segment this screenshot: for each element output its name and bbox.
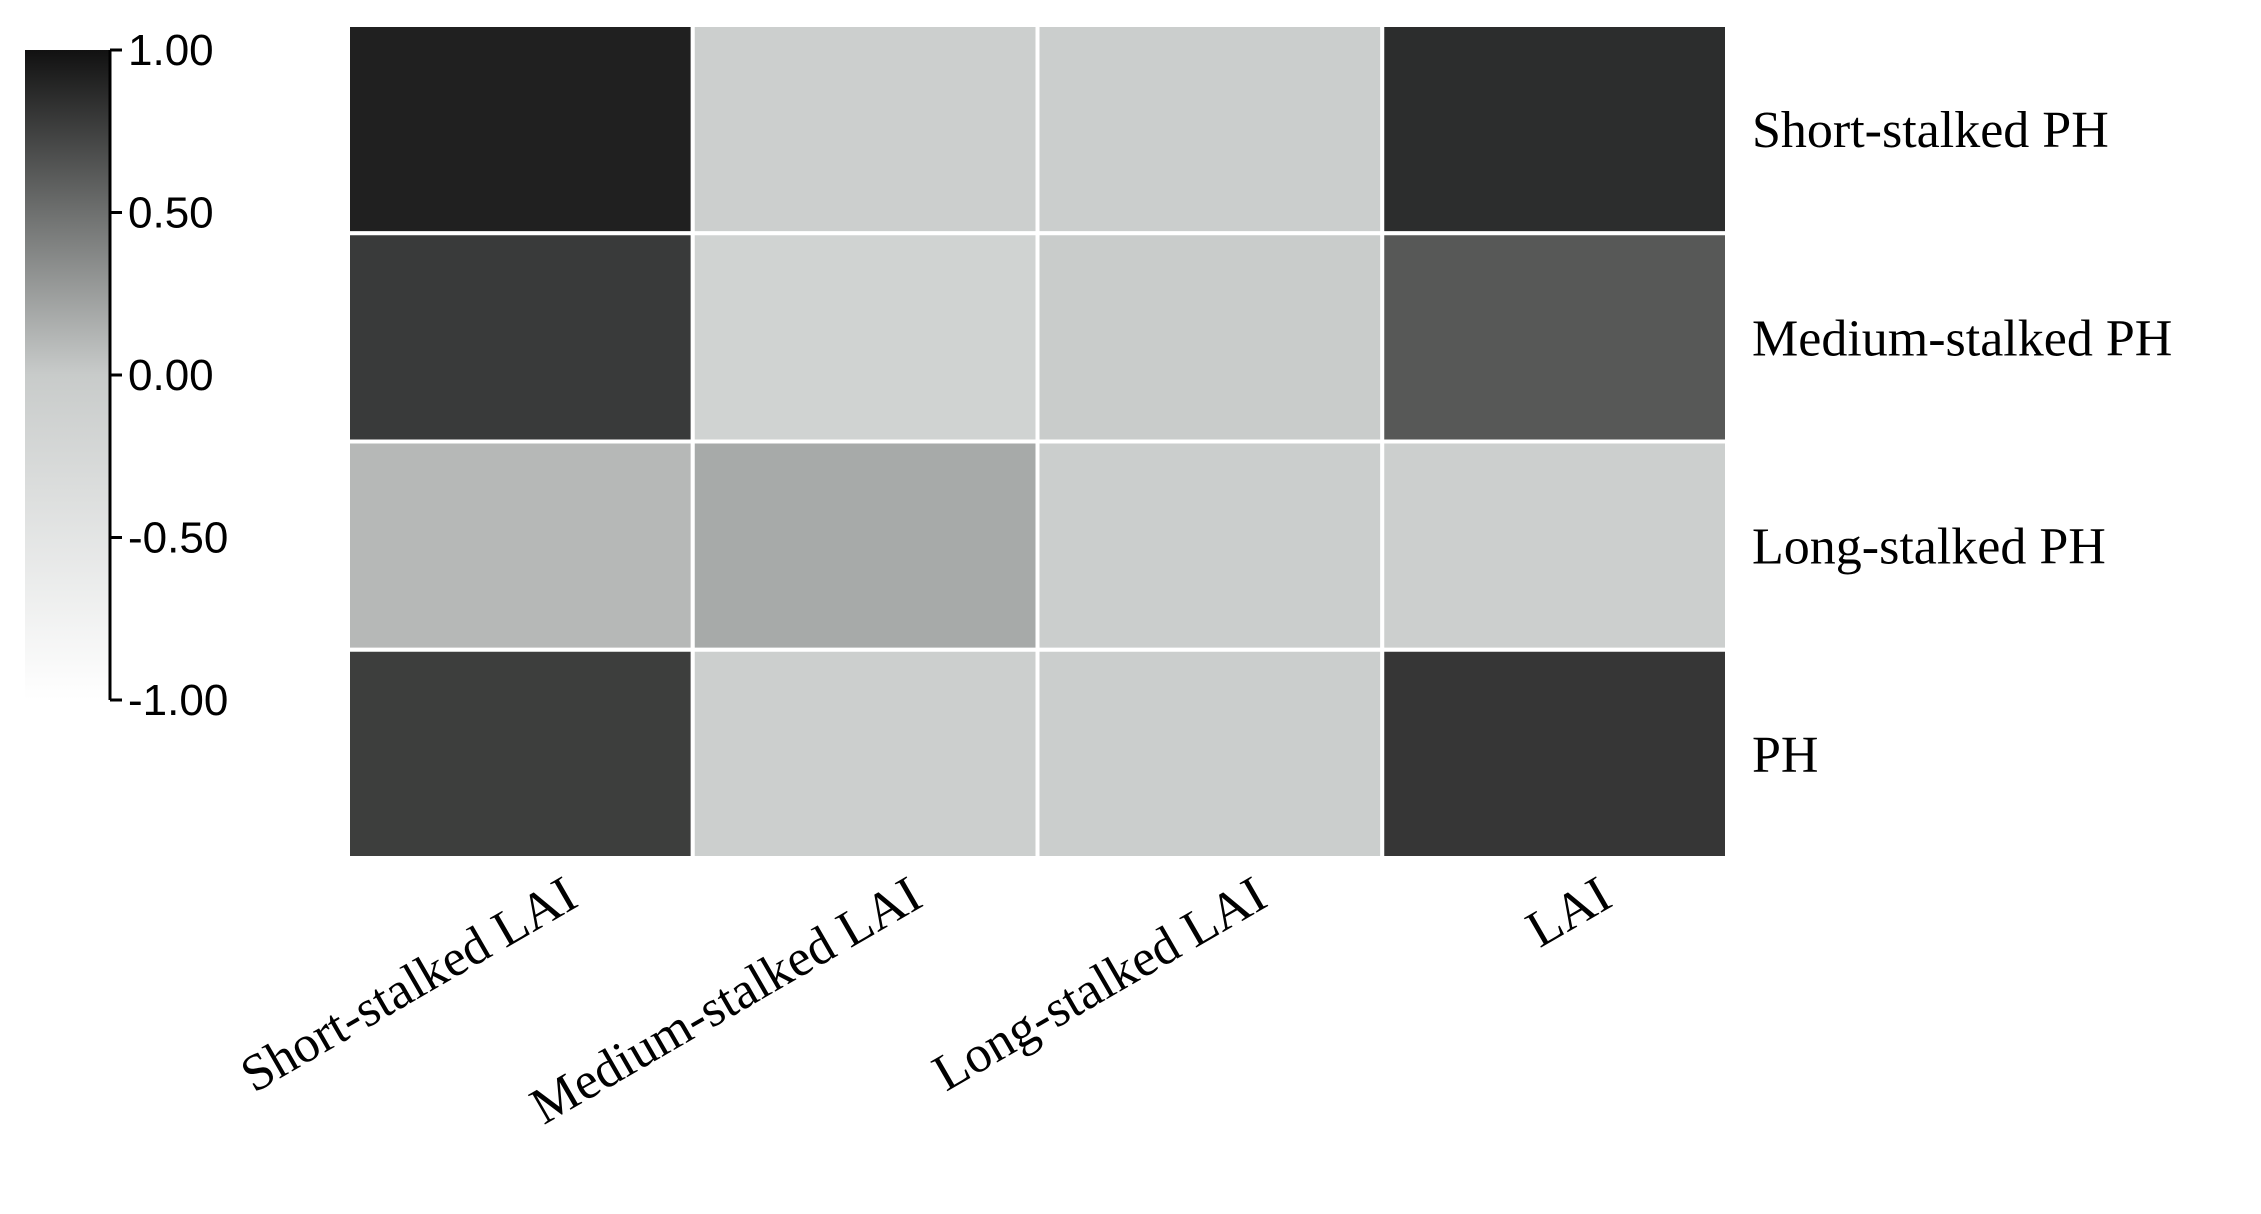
heatmap-cell-r1-c2 [1035, 231, 1385, 444]
heatmap-cell-r2-c3 [1380, 439, 1729, 652]
column-label: Long-stalked LAI [923, 866, 1275, 1102]
column-label: LAI [1517, 866, 1621, 959]
heatmap-cell-r2-c2 [1035, 439, 1385, 652]
row-labels: Short-stalked PH Medium-stalked PH Long-st… [1752, 102, 2172, 784]
heatmap-cell-r1-c1 [690, 231, 1040, 444]
row-label: Medium-stalked PH [1752, 310, 2172, 367]
heatmap-cell-r2-c1 [690, 439, 1040, 652]
heatmap-cell-r3-c2 [1035, 647, 1385, 860]
heatmap-cell-r0-c3 [1380, 23, 1729, 236]
row-label: Long-stalked PH [1752, 519, 2106, 576]
heatmap-cell-r0-c0 [346, 23, 695, 236]
colorbar-tick-label: -1.00 [128, 676, 228, 725]
colorbar: 1.00 0.50 0.00 -0.50 -1.00 [25, 26, 228, 725]
heatmap-cell-r2-c0 [346, 439, 695, 652]
colorbar-tick-label: 1.00 [128, 26, 214, 75]
colorbar-gradient [25, 50, 110, 700]
heatmap-cell-r0-c2 [1035, 23, 1385, 236]
row-label: Short-stalked PH [1752, 102, 2109, 159]
heatmap-cell-r3-c3 [1380, 647, 1729, 860]
heatmap-cell-r0-c1 [690, 23, 1040, 236]
colorbar-tick-label: 0.00 [128, 351, 214, 400]
colorbar-tick-label: 0.50 [128, 189, 214, 238]
heatmap-cell-r3-c1 [690, 647, 1040, 860]
heatmap-cell-r1-c3 [1380, 231, 1729, 444]
column-label: Medium-stalked LAI [521, 866, 931, 1136]
colorbar-ticks: 1.00 0.50 0.00 -0.50 -1.00 [110, 26, 228, 725]
row-label: PH [1752, 727, 1818, 784]
heatmap-cells [346, 23, 1729, 860]
heatmap-cell-r1-c0 [346, 231, 695, 444]
heatmap-cell-r3-c0 [346, 647, 695, 860]
column-label: Short-stalked LAI [231, 866, 586, 1104]
colorbar-tick-label: -0.50 [128, 514, 228, 563]
